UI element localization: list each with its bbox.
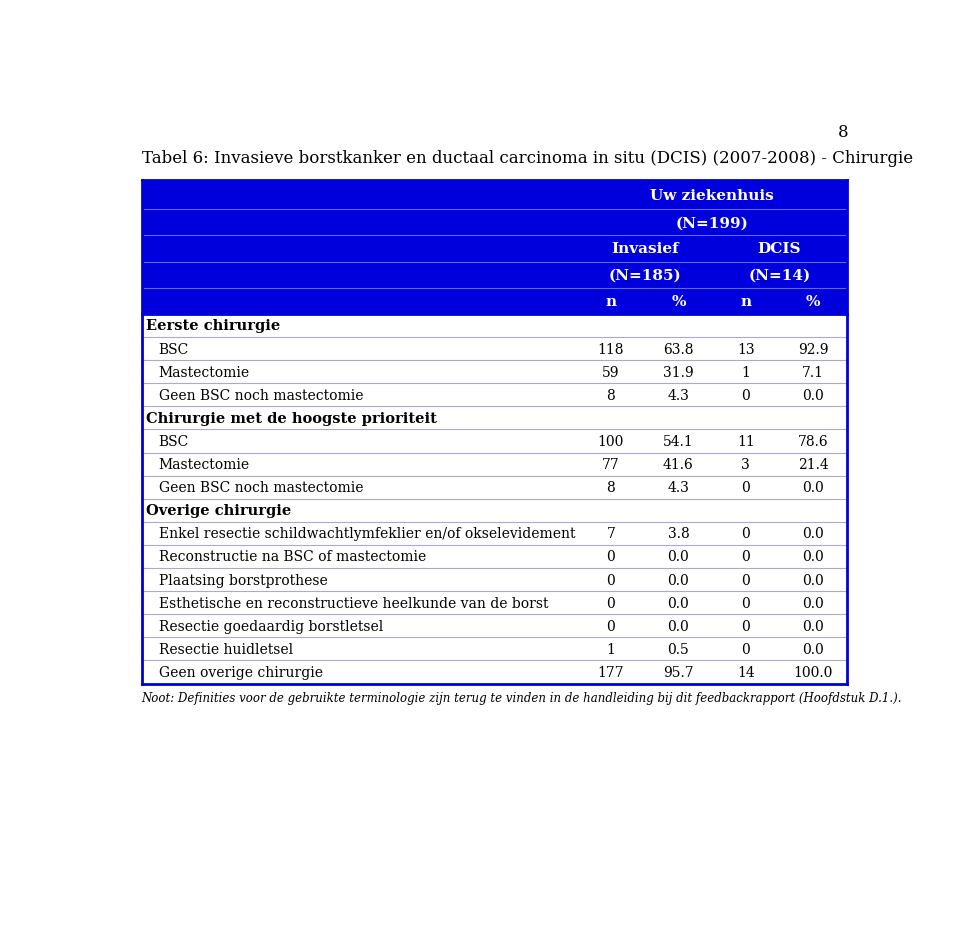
Text: Mastectomie: Mastectomie <box>158 365 250 379</box>
Text: 7: 7 <box>607 527 615 541</box>
Text: Tabel 6: Invasieve borstkanker en ductaal carcinoma in situ (DCIS) (2007-2008) -: Tabel 6: Invasieve borstkanker en ductaa… <box>142 150 913 167</box>
Text: 78.6: 78.6 <box>798 434 828 448</box>
Text: 3: 3 <box>741 458 750 472</box>
Text: 0: 0 <box>741 481 750 494</box>
Text: 100: 100 <box>598 434 624 448</box>
Text: 118: 118 <box>598 343 624 357</box>
Text: 0.0: 0.0 <box>667 550 689 563</box>
Text: 21.4: 21.4 <box>798 458 828 472</box>
Text: 8: 8 <box>607 481 615 494</box>
Text: 14: 14 <box>737 665 755 680</box>
Text: 0: 0 <box>741 388 750 402</box>
Text: Resectie huidletsel: Resectie huidletsel <box>158 642 293 656</box>
Text: Eerste chirurgie: Eerste chirurgie <box>146 319 280 333</box>
Text: BSC: BSC <box>158 434 189 448</box>
Text: 8: 8 <box>607 388 615 402</box>
Text: Uw ziekenhuis: Uw ziekenhuis <box>650 188 774 202</box>
Text: 1: 1 <box>741 365 751 379</box>
Text: 0.0: 0.0 <box>803 527 824 541</box>
Text: 11: 11 <box>737 434 755 448</box>
Text: 0: 0 <box>741 550 750 563</box>
Text: Plaatsing borstprothese: Plaatsing borstprothese <box>158 573 327 587</box>
Text: 0.5: 0.5 <box>667 642 689 656</box>
Text: 7.1: 7.1 <box>803 365 825 379</box>
Text: 0.0: 0.0 <box>667 596 689 610</box>
Text: 0: 0 <box>607 596 615 610</box>
Text: n: n <box>606 295 616 309</box>
Text: 95.7: 95.7 <box>663 665 694 680</box>
Text: 0.0: 0.0 <box>803 619 824 633</box>
Text: 0: 0 <box>741 573 750 587</box>
Text: Invasief: Invasief <box>611 242 679 256</box>
Text: Resectie goedaardig borstletsel: Resectie goedaardig borstletsel <box>158 619 383 633</box>
Text: 0.0: 0.0 <box>803 388 824 402</box>
Text: DCIS: DCIS <box>757 242 802 256</box>
Text: 0.0: 0.0 <box>803 481 824 494</box>
Text: 3.8: 3.8 <box>667 527 689 541</box>
Text: 0: 0 <box>741 642 750 656</box>
Text: 0: 0 <box>607 550 615 563</box>
Text: (N=199): (N=199) <box>676 216 749 230</box>
Text: 0: 0 <box>607 619 615 633</box>
Text: 0: 0 <box>741 619 750 633</box>
Text: 13: 13 <box>737 343 755 357</box>
Text: 4.3: 4.3 <box>667 388 689 402</box>
Text: Enkel resectie schildwachtlymfeklier en/of okselevidement: Enkel resectie schildwachtlymfeklier en/… <box>158 527 575 541</box>
Text: (N=185): (N=185) <box>609 269 681 283</box>
Bar <box>142 210 847 236</box>
Text: 100.0: 100.0 <box>794 665 833 680</box>
Text: 59: 59 <box>602 365 620 379</box>
Text: 0: 0 <box>741 596 750 610</box>
Text: 41.6: 41.6 <box>663 458 694 472</box>
Text: 77: 77 <box>602 458 620 472</box>
Text: Noot: Definities voor de gebruikte terminologie zijn terug te vinden in de handl: Noot: Definities voor de gebruikte termi… <box>142 692 902 705</box>
Bar <box>142 288 847 314</box>
Text: 0.0: 0.0 <box>803 550 824 563</box>
Text: 92.9: 92.9 <box>798 343 828 357</box>
Bar <box>142 236 847 262</box>
Text: 0.0: 0.0 <box>803 596 824 610</box>
Text: Reconstructie na BSC of mastectomie: Reconstructie na BSC of mastectomie <box>158 550 426 563</box>
Text: 0.0: 0.0 <box>667 619 689 633</box>
Text: n: n <box>740 295 752 309</box>
Text: 0: 0 <box>741 527 750 541</box>
Text: 8: 8 <box>838 124 849 140</box>
Text: 0.0: 0.0 <box>803 573 824 587</box>
Text: Esthetische en reconstructieve heelkunde van de borst: Esthetische en reconstructieve heelkunde… <box>158 596 548 610</box>
Text: 0: 0 <box>607 573 615 587</box>
Text: Mastectomie: Mastectomie <box>158 458 250 472</box>
Text: 177: 177 <box>598 665 624 680</box>
Text: 1: 1 <box>607 642 615 656</box>
Bar <box>142 181 847 210</box>
Text: 0.0: 0.0 <box>667 573 689 587</box>
Text: Geen overige chirurgie: Geen overige chirurgie <box>158 665 323 680</box>
Text: Geen BSC noch mastectomie: Geen BSC noch mastectomie <box>158 481 363 494</box>
Bar <box>142 262 847 288</box>
Text: 63.8: 63.8 <box>663 343 694 357</box>
Text: Chirurgie met de hoogste prioriteit: Chirurgie met de hoogste prioriteit <box>146 412 437 426</box>
Text: (N=14): (N=14) <box>749 269 810 283</box>
Text: Overige chirurgie: Overige chirurgie <box>146 504 292 518</box>
Text: BSC: BSC <box>158 343 189 357</box>
Text: 4.3: 4.3 <box>667 481 689 494</box>
Text: %: % <box>671 295 685 309</box>
Text: 0.0: 0.0 <box>803 642 824 656</box>
Text: Geen BSC noch mastectomie: Geen BSC noch mastectomie <box>158 388 363 402</box>
Text: 31.9: 31.9 <box>663 365 694 379</box>
Text: %: % <box>806 295 821 309</box>
Text: 54.1: 54.1 <box>663 434 694 448</box>
